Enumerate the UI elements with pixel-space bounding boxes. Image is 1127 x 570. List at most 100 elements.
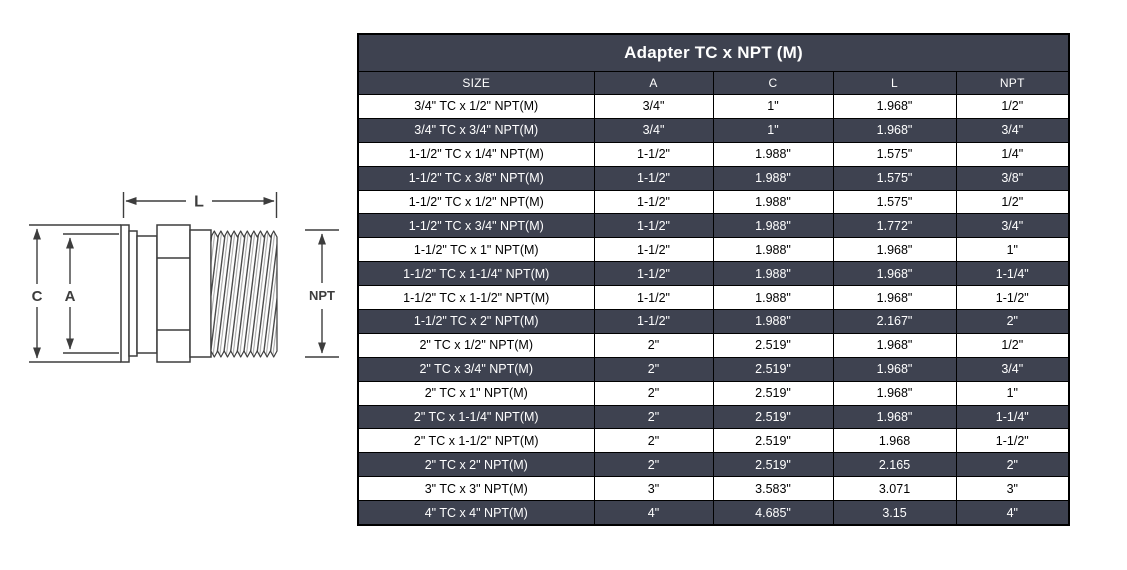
cell-a: 1-1/2": [593, 261, 714, 287]
cell-c: 1.988": [712, 261, 834, 287]
table-row: 2" TC x 1-1/4" NPT(M) 2" 2.519" 1.968" 1-1/4…: [357, 404, 1070, 430]
cell-size: 2" TC x 1-1/2" NPT(M): [357, 428, 595, 454]
cell-c: 2.519": [712, 380, 834, 406]
cell-a: 1-1/2": [593, 285, 714, 311]
table-row: 3" TC x 3" NPT(M) 3" 3.583" 3.071 3": [357, 476, 1070, 502]
table-header-row: SIZE A C L NPT: [357, 71, 1070, 95]
cell-l: 1.968": [832, 332, 957, 358]
cell-l: 1.968": [832, 404, 957, 430]
column-header-size: SIZE: [357, 71, 595, 95]
cell-size: 1-1/2" TC x 3/4" NPT(M): [357, 213, 595, 239]
cell-a: 2": [593, 404, 714, 430]
cell-size: 2" TC x 1" NPT(M): [357, 380, 595, 406]
cell-a: 3/4": [593, 94, 714, 119]
column-header-l: L: [832, 71, 957, 95]
table-row: 2" TC x 1" NPT(M) 2" 2.519" 1.968" 1": [357, 380, 1070, 406]
cell-a: 1-1/2": [593, 237, 714, 263]
cell-l: 1.575": [832, 165, 957, 191]
cell-l: 1.968": [832, 356, 957, 382]
dimension-npt: [305, 229, 339, 358]
fitting-neck: [136, 235, 158, 354]
table-row: 1-1/2" TC x 1" NPT(M) 1-1/2" 1.988" 1.968" 1…: [357, 237, 1070, 263]
cell-npt: 4": [955, 500, 1070, 526]
cell-c: 2.519": [712, 404, 834, 430]
cell-npt: 2": [955, 309, 1070, 334]
cell-l: 1.968": [832, 237, 957, 263]
cell-npt: 1/2": [955, 94, 1070, 119]
table-row: 2" TC x 3/4" NPT(M) 2" 2.519" 1.968" 3/4": [357, 356, 1070, 382]
cell-size: 1-1/2" TC x 1" NPT(M): [357, 237, 595, 263]
cell-c: 1.988": [712, 237, 834, 263]
cell-l: 1.968": [832, 261, 957, 287]
cell-l: 1.968": [832, 380, 957, 406]
cell-npt: 1/2": [955, 189, 1070, 215]
cell-size: 1-1/2" TC x 1-1/4" NPT(M): [357, 261, 595, 287]
cell-l: 3.15: [832, 500, 957, 526]
cell-c: 1": [712, 117, 834, 143]
cell-size: 1-1/2" TC x 1/4" NPT(M): [357, 141, 595, 167]
cell-a: 1-1/2": [593, 213, 714, 239]
table-body: 3/4" TC x 1/2" NPT(M) 3/4" 1" 1.968" 1/2" 3/4…: [357, 94, 1070, 526]
cell-c: 2.519": [712, 428, 834, 454]
table-title: Adapter TC x NPT (M): [357, 33, 1070, 72]
cell-npt: 1": [955, 380, 1070, 406]
cell-npt: 3/4": [955, 213, 1070, 239]
column-header-a: A: [593, 71, 714, 95]
cell-c: 1.988": [712, 141, 834, 167]
table-title-row: Adapter TC x NPT (M): [357, 33, 1070, 72]
cell-l: 1.968": [832, 117, 957, 143]
dimension-label-l: L: [194, 194, 204, 211]
cell-size: 3/4" TC x 1/2" NPT(M): [357, 94, 595, 119]
cell-npt: 2": [955, 452, 1070, 478]
cell-l: 1.968": [832, 285, 957, 311]
cell-a: 1-1/2": [593, 141, 714, 167]
adapter-spec-table: Adapter TC x NPT (M) SIZE A C L NPT 3/4" TC …: [357, 33, 1071, 527]
fitting-drawing: L C A: [29, 192, 339, 363]
cell-npt: 1-1/4": [955, 404, 1070, 430]
cell-c: 1.988": [712, 309, 834, 334]
cell-npt: 1-1/4": [955, 261, 1070, 287]
cell-size: 4" TC x 4" NPT(M): [357, 500, 595, 526]
table-row: 1-1/2" TC x 1-1/2" NPT(M) 1-1/2" 1.988" 1.9…: [357, 285, 1070, 311]
cell-a: 1-1/2": [593, 309, 714, 334]
cell-a: 3/4": [593, 117, 714, 143]
dimension-a: [63, 233, 119, 354]
cell-size: 2" TC x 3/4" NPT(M): [357, 356, 595, 382]
table-row: 2" TC x 1-1/2" NPT(M) 2" 2.519" 1.968 1-1/2": [357, 428, 1070, 454]
cell-a: 2": [593, 452, 714, 478]
dimension-l: [122, 192, 278, 218]
fitting-collar: [189, 229, 212, 358]
dimension-label-npt: NPT: [309, 288, 335, 303]
cell-c: 3.583": [712, 476, 834, 502]
dimension-label-c: C: [32, 288, 43, 305]
cell-npt: 1/4": [955, 141, 1070, 167]
cell-c: 1": [712, 94, 834, 119]
cell-c: 1.988": [712, 189, 834, 215]
column-header-c: C: [712, 71, 834, 95]
cell-npt: 3/4": [955, 356, 1070, 382]
cell-npt: 1": [955, 237, 1070, 263]
cell-c: 1.988": [712, 285, 834, 311]
cell-a: 1-1/2": [593, 189, 714, 215]
cell-a: 1-1/2": [593, 165, 714, 191]
thread-section: [210, 230, 278, 358]
cell-size: 1-1/2" TC x 3/8" NPT(M): [357, 165, 595, 191]
cell-l: 1.772": [832, 213, 957, 239]
cell-npt: 3/8": [955, 165, 1070, 191]
cell-npt: 1-1/2": [955, 285, 1070, 311]
cell-a: 2": [593, 380, 714, 406]
cell-size: 2" TC x 1-1/4" NPT(M): [357, 404, 595, 430]
cell-npt: 3": [955, 476, 1070, 502]
cell-c: 1.988": [712, 213, 834, 239]
table-row: 3/4" TC x 1/2" NPT(M) 3/4" 1" 1.968" 1/2": [357, 94, 1070, 119]
cell-l: 3.071: [832, 476, 957, 502]
cell-l: 1.968: [832, 428, 957, 454]
cell-l: 1.968": [832, 94, 957, 119]
tc-flange: [120, 224, 130, 363]
tc-flange-bevel: [128, 230, 138, 357]
cell-npt: 1-1/2": [955, 428, 1070, 454]
cell-size: 1-1/2" TC x 1-1/2" NPT(M): [357, 285, 595, 311]
cell-c: 4.685": [712, 500, 834, 526]
cell-c: 2.519": [712, 356, 834, 382]
dimension-label-a: A: [65, 288, 76, 305]
